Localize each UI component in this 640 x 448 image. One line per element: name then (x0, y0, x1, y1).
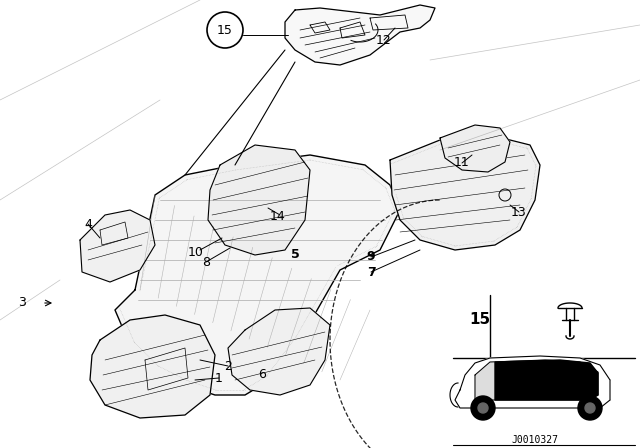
Polygon shape (80, 210, 155, 282)
Text: J0010327: J0010327 (511, 435, 559, 445)
Circle shape (585, 403, 595, 413)
Polygon shape (100, 222, 128, 245)
Text: 12: 12 (376, 34, 392, 47)
Circle shape (471, 396, 495, 420)
Text: 9: 9 (367, 250, 375, 263)
Text: 2: 2 (224, 359, 232, 372)
Text: 5: 5 (291, 249, 300, 262)
Polygon shape (145, 348, 188, 390)
Text: 4: 4 (84, 217, 92, 231)
Polygon shape (310, 22, 330, 33)
Polygon shape (455, 356, 610, 408)
Polygon shape (285, 5, 435, 65)
Text: 14: 14 (270, 211, 286, 224)
Text: 11: 11 (454, 156, 470, 169)
Text: 15: 15 (469, 313, 491, 327)
Polygon shape (228, 308, 330, 395)
Text: 1: 1 (215, 371, 223, 384)
Polygon shape (495, 360, 598, 400)
Polygon shape (475, 360, 598, 400)
Text: 13: 13 (511, 206, 527, 219)
Polygon shape (390, 135, 540, 250)
Circle shape (478, 403, 488, 413)
Circle shape (578, 396, 602, 420)
Polygon shape (208, 145, 310, 255)
Polygon shape (90, 315, 215, 418)
Text: 6: 6 (258, 367, 266, 380)
Text: 7: 7 (367, 266, 376, 279)
Polygon shape (115, 155, 400, 395)
Text: 8: 8 (202, 255, 210, 268)
Polygon shape (340, 22, 365, 38)
Polygon shape (440, 125, 510, 172)
Text: 3: 3 (18, 297, 26, 310)
Text: 15: 15 (217, 23, 233, 36)
Polygon shape (370, 15, 408, 30)
Text: 10: 10 (188, 246, 204, 258)
